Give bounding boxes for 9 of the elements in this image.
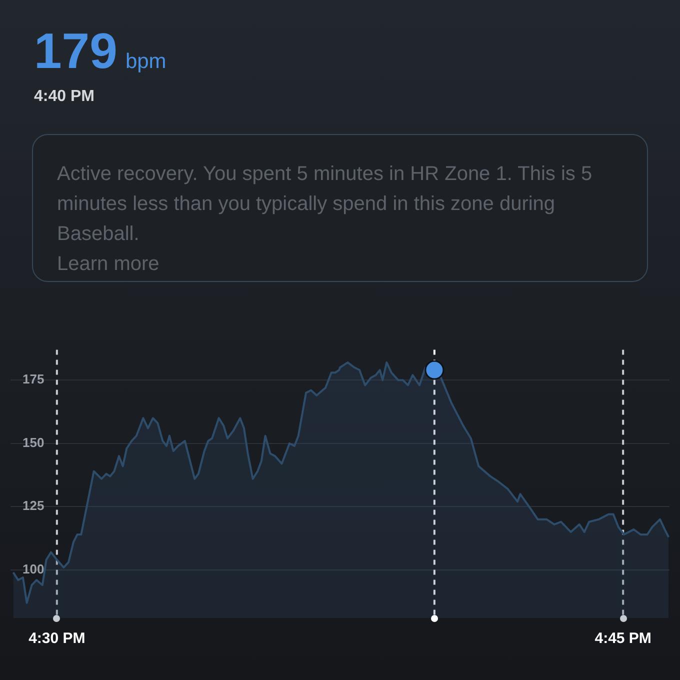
- chart-title: 179 bpm: [34, 23, 166, 79]
- y-tick-label: 100: [22, 562, 44, 577]
- y-tick-label: 125: [22, 498, 44, 514]
- chart-subtitle: 4:40 PM: [34, 88, 94, 106]
- y-tick-label: 175: [22, 372, 44, 387]
- x-tick-label: 4:45 PM: [594, 630, 652, 648]
- y-tick-label: 150: [22, 434, 44, 450]
- message-card: Active recovery. You spent 5 minutes in HR Zone 1. This is 5 minutes less than you typically spend in this zone during Baseball. Learn more: [32, 134, 648, 282]
- x-tick-label: 4:30 PM: [28, 630, 86, 648]
